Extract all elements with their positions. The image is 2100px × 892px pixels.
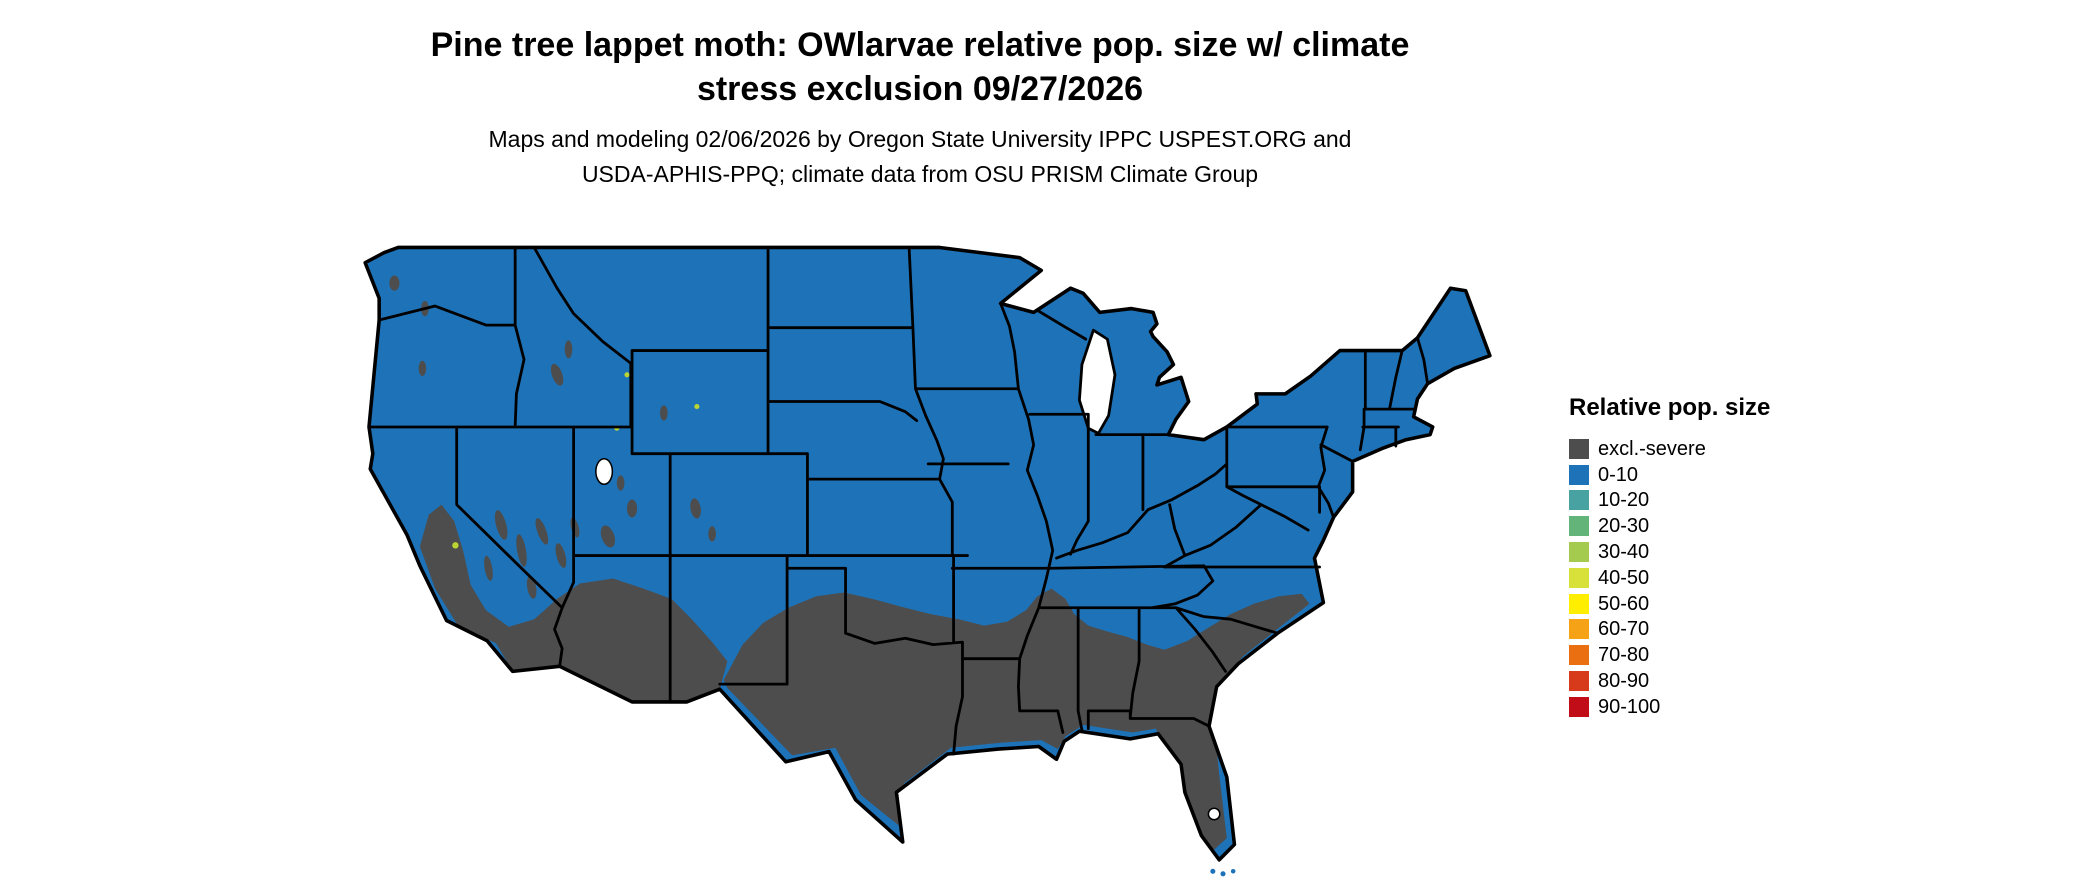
legend-item: 40-50	[1569, 565, 1869, 591]
legend-color-swatch	[1569, 567, 1589, 588]
legend-item-label: 30-40	[1598, 541, 1650, 564]
us-population-map	[308, 222, 1528, 884]
us-map-svg	[363, 245, 1492, 877]
legend-item: 50-60	[1569, 591, 1869, 617]
legend-item: 10-20	[1569, 488, 1869, 514]
legend-item: excl.-severe	[1569, 436, 1869, 462]
map-subtitle: Maps and modeling 02/06/2026 by Oregon S…	[0, 122, 1840, 191]
legend-rows: excl.-severe 0-10 10-20 20-30 30-40 40-5…	[1569, 436, 1869, 720]
legend-item: 90-100	[1569, 694, 1869, 720]
legend-item-label: excl.-severe	[1598, 437, 1706, 460]
legend-color-swatch	[1569, 542, 1589, 563]
legend-item-label: 0-10	[1598, 463, 1639, 486]
exclusion-region-south	[723, 588, 1310, 851]
legend-color-swatch	[1569, 645, 1589, 666]
great-salt-lake	[595, 458, 614, 486]
legend-item: 0-10	[1569, 462, 1869, 488]
legend-title: Relative pop. size	[1569, 394, 1771, 421]
legend-item-label: 80-90	[1598, 670, 1650, 693]
population-specks	[452, 372, 700, 549]
legend-item-label: 50-60	[1598, 592, 1650, 615]
legend-color-swatch	[1569, 696, 1589, 717]
legend-item-label: 60-70	[1598, 618, 1650, 641]
legend-color-swatch	[1569, 464, 1589, 485]
florida-keys	[1210, 868, 1236, 877]
legend-item: 20-30	[1569, 513, 1869, 539]
state-borders	[367, 246, 1430, 756]
legend-item-label: 10-20	[1598, 489, 1650, 512]
exclusion-region-group	[389, 275, 1310, 851]
lake-okeechobee	[1207, 807, 1221, 821]
legend-color-swatch	[1569, 619, 1589, 640]
legend-item-label: 70-80	[1598, 644, 1650, 667]
legend-color-swatch	[1569, 671, 1589, 692]
legend-item: 70-80	[1569, 642, 1869, 668]
legend-item-label: 20-30	[1598, 515, 1650, 538]
map-subtitle-line2: USDA-APHIS-PPQ; climate data from OSU PR…	[581, 160, 1259, 187]
map-title: Pine tree lappet moth: OWlarvae relative…	[0, 24, 1840, 111]
legend-item-label: 40-50	[1598, 566, 1650, 589]
map-subtitle-line1: Maps and modeling 02/06/2026 by Oregon S…	[488, 126, 1352, 152]
legend-color-swatch	[1569, 438, 1589, 459]
map-title-line2: stress exclusion 09/27/2026	[696, 69, 1144, 108]
exclusion-region-southwest	[419, 504, 728, 702]
legend-item-label: 90-100	[1598, 695, 1661, 718]
legend-color-swatch	[1569, 490, 1589, 511]
legend-color-swatch	[1569, 593, 1589, 614]
legend-item: 80-90	[1569, 668, 1869, 694]
map-title-line1: Pine tree lappet moth: OWlarvae relative…	[430, 26, 1410, 64]
legend-color-swatch	[1569, 516, 1589, 537]
exclusion-specks	[389, 275, 716, 599]
map-legend: Relative pop. size excl.-severe 0-10 10-…	[1569, 394, 1869, 720]
legend-item: 60-70	[1569, 617, 1869, 643]
legend-item: 30-40	[1569, 539, 1869, 565]
